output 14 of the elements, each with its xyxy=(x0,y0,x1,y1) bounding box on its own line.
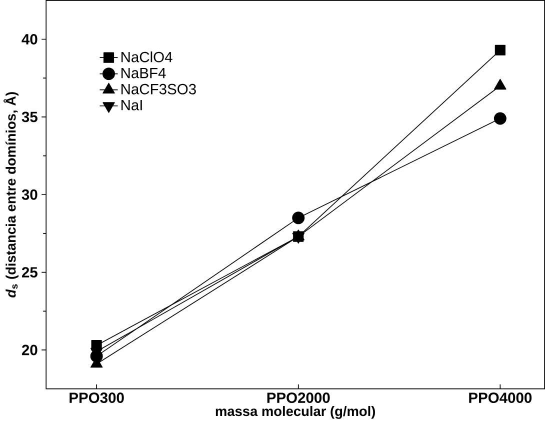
y-tick-label: 40 xyxy=(22,34,38,44)
legend-label: NaClO4 xyxy=(121,51,172,62)
y-axis-title: d$_{s}$ (distancia entre domínios, Å) xyxy=(4,92,18,298)
x-tick-label: PPO2000 xyxy=(267,392,330,403)
x-tick-label: PPO300 xyxy=(70,392,124,403)
y-tick-label: 30 xyxy=(22,189,38,200)
y-tick-label: 20 xyxy=(22,344,38,356)
y-tick-label: 35 xyxy=(22,112,38,122)
x-tick-label: PPO4000 xyxy=(469,392,532,403)
y-tick-label: 25 xyxy=(22,266,38,278)
legend-label: NaCF3SO3 xyxy=(121,84,196,94)
legend-label: NaBF4 xyxy=(121,68,166,78)
legend-label: NaI xyxy=(121,100,142,110)
x-axis-title: massa molecular (g/mol) xyxy=(216,406,376,419)
